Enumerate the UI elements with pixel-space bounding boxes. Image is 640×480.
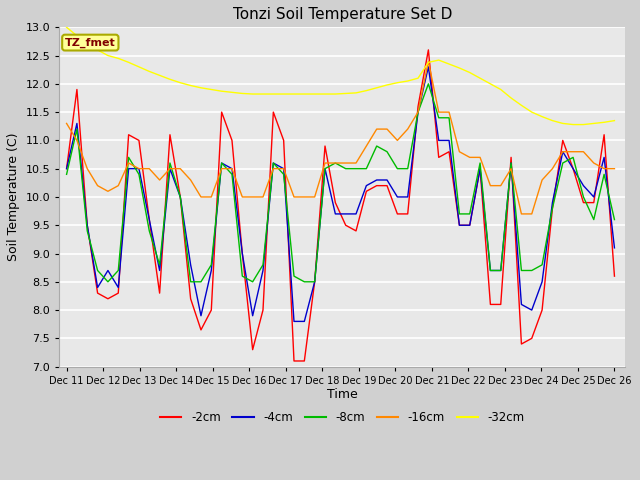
X-axis label: Time: Time — [327, 388, 358, 401]
Text: TZ_fmet: TZ_fmet — [65, 37, 116, 48]
Legend: -2cm, -4cm, -8cm, -16cm, -32cm: -2cm, -4cm, -8cm, -16cm, -32cm — [156, 406, 529, 429]
Title: Tonzi Soil Temperature Set D: Tonzi Soil Temperature Set D — [233, 7, 452, 22]
Y-axis label: Soil Temperature (C): Soil Temperature (C) — [7, 132, 20, 261]
